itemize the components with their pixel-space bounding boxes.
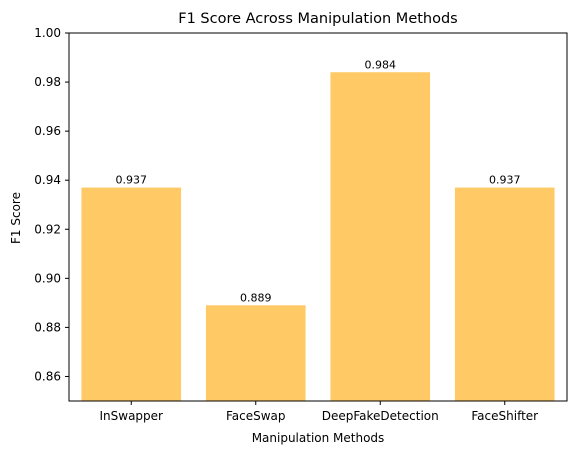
data-label: 0.889 [240, 291, 272, 304]
data-label: 0.984 [365, 58, 397, 71]
y-tick-label: 1.00 [34, 26, 61, 40]
y-tick-label: 0.88 [34, 320, 61, 334]
bar-deepfakedetection [330, 72, 431, 402]
plot-frame [68, 32, 568, 402]
x-axis-label: Manipulation Methods [252, 431, 385, 445]
data-label: 0.937 [116, 174, 148, 187]
y-tick-label: 0.98 [34, 75, 61, 89]
bar-faceswap [205, 305, 306, 401]
data-labels: 0.937 0.889 0.984 0.937 [116, 58, 521, 304]
chart-title: F1 Score Across Manipulation Methods [178, 11, 458, 27]
x-tick-label: FaceShifter [471, 409, 538, 423]
y-tick-label: 0.94 [34, 173, 61, 187]
y-axis: 0.86 0.88 0.90 0.92 0.94 0.96 0.98 1.00 [34, 26, 69, 383]
x-tick-label: InSwapper [100, 409, 164, 423]
data-label: 0.937 [489, 174, 521, 187]
bars [81, 72, 555, 402]
bar-faceshifter [454, 187, 555, 401]
y-tick-label: 0.96 [34, 124, 61, 138]
x-tick-label: FaceSwap [226, 409, 286, 423]
x-tick-label: DeepFakeDetection [322, 409, 439, 423]
x-axis: InSwapper FaceSwap DeepFakeDetection FaceSh… [100, 401, 538, 423]
bar-inswapper [81, 187, 182, 401]
y-tick-label: 0.86 [34, 369, 61, 383]
y-axis-label: F1 Score [9, 192, 23, 244]
y-tick-label: 0.90 [34, 271, 61, 285]
y-tick-label: 0.92 [34, 222, 61, 236]
